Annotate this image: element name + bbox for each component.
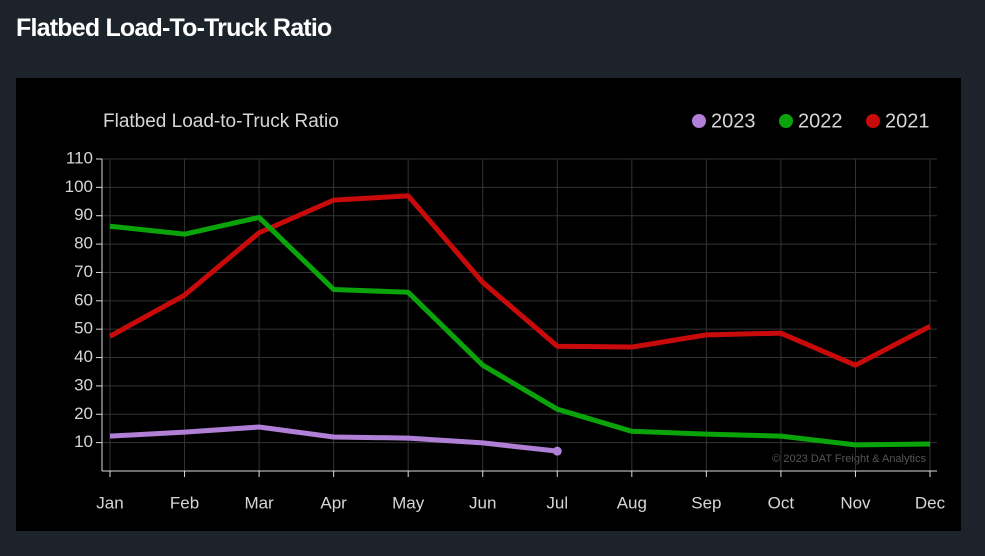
y-tick-label: 110 <box>66 148 93 167</box>
x-tick-label: Aug <box>617 493 647 512</box>
legend-label: 2021 <box>885 110 930 132</box>
legend-dot <box>866 114 880 128</box>
page-title: Flatbed Load-To-Truck Ratio <box>16 14 332 42</box>
x-tick-label: Jun <box>469 493 496 512</box>
y-tick-label: 60 <box>74 290 93 309</box>
x-tick-label: Mar <box>244 493 274 512</box>
legend-dot <box>779 114 793 128</box>
x-tick-label: Oct <box>768 493 795 512</box>
x-tick-label: Jan <box>96 493 123 512</box>
legend-label: 2022 <box>798 110 843 132</box>
y-tick-label: 80 <box>74 234 93 253</box>
legend-label: 2023 <box>711 110 756 132</box>
x-tick-label: Sep <box>691 493 721 512</box>
series-line <box>109 214 931 448</box>
x-tick-label: Jul <box>546 493 568 512</box>
x-tick-label: May <box>392 493 425 512</box>
y-tick-label: 50 <box>74 319 93 338</box>
y-tick-label: 20 <box>74 404 93 423</box>
y-tick-label: 10 <box>74 432 93 451</box>
chart-panel: Flatbed Load-to-Truck Ratio © 2023 DAT F… <box>16 78 961 531</box>
end-point <box>552 446 562 456</box>
watermark: © 2023 DAT Freight & Analytics <box>772 453 926 465</box>
series-line <box>109 424 558 454</box>
x-tick-label: Apr <box>320 493 347 512</box>
x-tick-label: Dec <box>915 493 946 512</box>
chart: Flatbed Load-to-Truck Ratio © 2023 DAT F… <box>65 110 946 512</box>
y-tick-label: 70 <box>74 262 93 281</box>
y-tick-label: 40 <box>74 347 93 366</box>
x-tick-label: Nov <box>840 493 871 512</box>
series-line <box>108 193 932 368</box>
legend-dot <box>692 114 706 128</box>
y-tick-label: 100 <box>65 177 93 196</box>
y-tick-label: 90 <box>74 205 93 224</box>
x-tick-label: Feb <box>170 493 199 512</box>
y-tick-label: 30 <box>74 375 93 394</box>
chart-title: Flatbed Load-to-Truck Ratio <box>103 111 339 132</box>
